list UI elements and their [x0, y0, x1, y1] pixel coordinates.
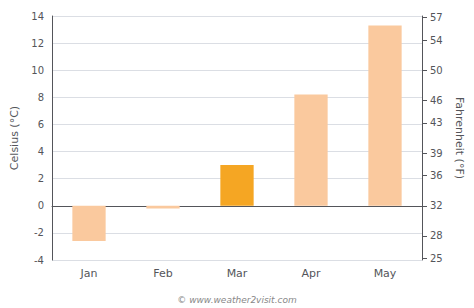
svg-text:50: 50	[430, 65, 443, 76]
svg-text:39: 39	[430, 148, 443, 159]
svg-text:36: 36	[430, 170, 443, 181]
svg-text:-4: -4	[34, 255, 44, 266]
svg-text:46: 46	[430, 95, 443, 106]
svg-text:-2: -2	[34, 227, 44, 238]
svg-text:Mar: Mar	[227, 267, 248, 280]
svg-text:54: 54	[430, 35, 443, 46]
svg-text:4: 4	[38, 146, 44, 157]
svg-text:0: 0	[38, 200, 44, 211]
svg-text:Celsius (°C): Celsius (°C)	[8, 106, 21, 170]
svg-text:25: 25	[430, 253, 443, 264]
svg-text:Feb: Feb	[153, 267, 172, 280]
svg-text:6: 6	[38, 119, 44, 130]
svg-text:2: 2	[38, 173, 44, 184]
svg-text:57: 57	[430, 12, 443, 23]
svg-text:43: 43	[430, 117, 443, 128]
svg-text:14: 14	[31, 11, 44, 22]
svg-text:© www.weather2visit.com: © www.weather2visit.com	[177, 295, 297, 305]
svg-text:32: 32	[430, 200, 443, 211]
svg-text:Jan: Jan	[80, 267, 98, 280]
svg-text:10: 10	[31, 65, 44, 76]
svg-text:12: 12	[31, 38, 44, 49]
svg-text:28: 28	[430, 230, 443, 241]
svg-text:Fahrenheit (°F): Fahrenheit (°F)	[453, 97, 466, 179]
svg-text:Apr: Apr	[301, 267, 321, 280]
svg-text:8: 8	[38, 92, 44, 103]
svg-text:May: May	[374, 267, 397, 280]
